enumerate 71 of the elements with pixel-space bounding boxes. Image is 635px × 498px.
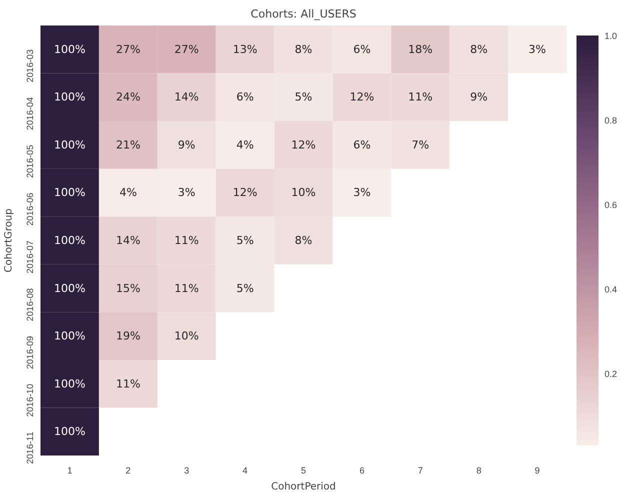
x-tick-label: 4 xyxy=(242,466,248,476)
color-bar-label: 0.2 xyxy=(604,369,618,380)
data-label: 100% xyxy=(54,282,86,295)
y-axis-title: CohortGroup xyxy=(4,208,14,273)
data-label: 100% xyxy=(54,138,86,152)
data-label: 5% xyxy=(236,282,254,295)
data-label: 7% xyxy=(412,138,430,152)
data-label: 10% xyxy=(174,330,199,343)
x-tick-label: 1 xyxy=(67,466,72,476)
data-label: 12% xyxy=(350,90,374,104)
data-label: 100% xyxy=(54,42,86,56)
data-label: 4% xyxy=(236,138,254,152)
y-tick-label: 2016-03 xyxy=(25,49,35,82)
y-tick-label: 2016-07 xyxy=(25,240,35,274)
x-tick-label: 6 xyxy=(359,466,364,476)
x-tick-label: 8 xyxy=(476,466,482,476)
y-tick-label: 2016-11 xyxy=(25,432,35,464)
data-label: 11% xyxy=(408,90,433,104)
data-label: 9% xyxy=(470,90,488,104)
data-label: 11% xyxy=(116,377,140,390)
chart-title: Cohorts: All_USERS xyxy=(250,8,356,20)
data-label: 100% xyxy=(54,186,86,200)
data-label: 6% xyxy=(353,42,371,56)
color-bar-label: 0.8 xyxy=(604,116,618,126)
data-label: 21% xyxy=(116,138,140,152)
data-label: 27% xyxy=(174,42,199,56)
data-label: 18% xyxy=(408,42,433,56)
data-label: 9% xyxy=(178,138,196,152)
y-tick-label: 2016-10 xyxy=(25,384,35,417)
data-label: 100% xyxy=(54,377,86,390)
y-tick-label: 2016-09 xyxy=(25,336,35,370)
data-label: 100% xyxy=(54,330,86,343)
color-bar-label: 1.0 xyxy=(604,31,618,41)
data-label: 12% xyxy=(291,138,316,152)
data-label: 3% xyxy=(528,42,546,56)
data-label: 8% xyxy=(470,42,488,56)
data-label: 15% xyxy=(116,282,140,295)
y-tick-label: 2016-04 xyxy=(25,97,35,130)
data-label: 14% xyxy=(116,234,140,247)
color-bar-label: 0.4 xyxy=(604,284,618,295)
data-label: 6% xyxy=(236,90,254,104)
data-label: 100% xyxy=(54,234,86,247)
x-tick-label: 2 xyxy=(126,466,131,476)
x-tick-label: 9 xyxy=(534,466,540,476)
data-label: 13% xyxy=(232,42,258,56)
data-label: 3% xyxy=(178,186,196,200)
data-label: 8% xyxy=(294,42,312,56)
data-label: 100% xyxy=(54,425,86,438)
data-label: 12% xyxy=(232,186,258,200)
data-label: 11% xyxy=(174,234,199,247)
y-tick-label: 2016-05 xyxy=(25,144,35,178)
data-label: 6% xyxy=(353,138,371,152)
color-bar-label: 0.6 xyxy=(604,200,618,210)
data-label: 5% xyxy=(294,90,312,104)
x-tick-label: 7 xyxy=(418,466,423,476)
y-tick-label: 2016-06 xyxy=(25,192,35,226)
data-label: 11% xyxy=(174,282,199,295)
data-label: 14% xyxy=(174,90,199,104)
data-label: 8% xyxy=(294,234,312,247)
x-tick-label: 3 xyxy=(184,466,190,476)
x-axis-title: CohortPeriod xyxy=(271,482,336,492)
data-label: 4% xyxy=(119,186,137,200)
data-label: 27% xyxy=(116,42,140,56)
y-tick-label: 2016-08 xyxy=(25,288,35,322)
data-label: 3% xyxy=(353,186,371,200)
data-label: 5% xyxy=(236,234,254,247)
data-label: 10% xyxy=(291,186,316,200)
data-label: 19% xyxy=(116,330,140,343)
data-label: 24% xyxy=(116,90,140,104)
x-tick-label: 5 xyxy=(300,466,306,476)
data-label: 100% xyxy=(54,90,86,104)
